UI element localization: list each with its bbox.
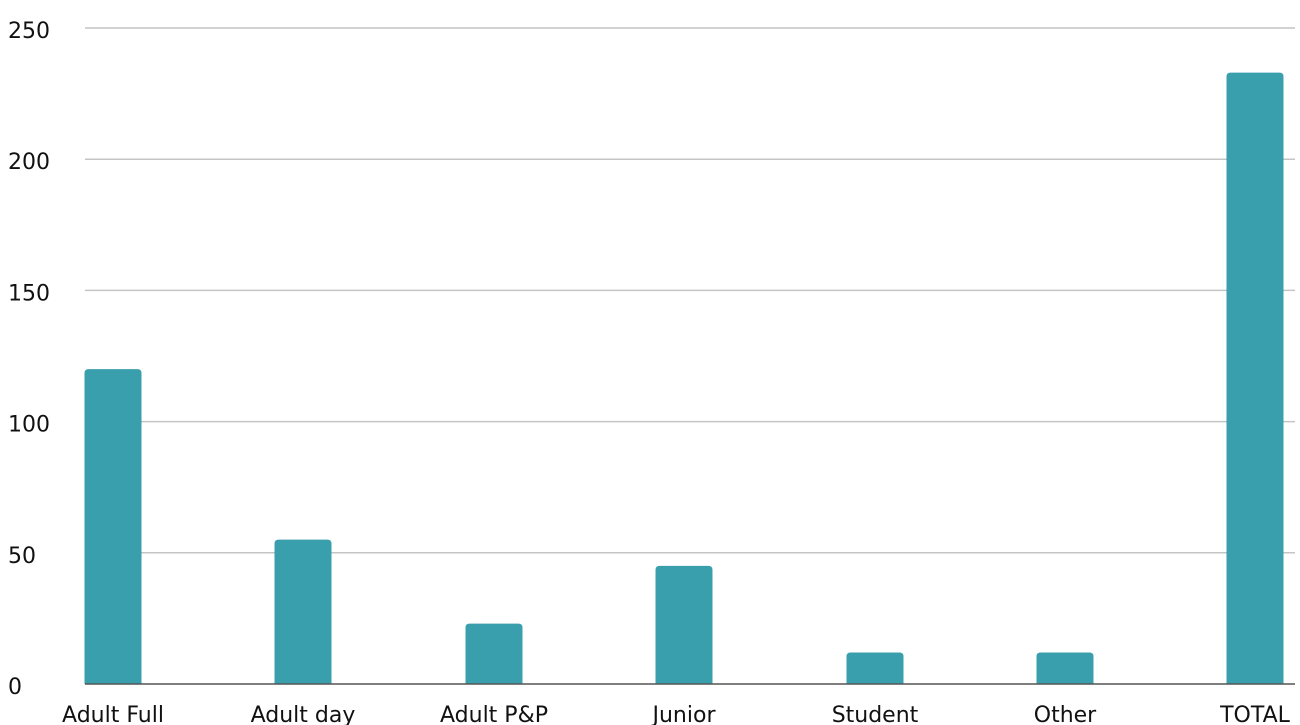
bar-adult-day — [274, 539, 332, 684]
bar-total — [1226, 72, 1284, 684]
y-tick-label-0: 0 — [8, 675, 22, 700]
y-tick-label-250: 250 — [8, 19, 50, 44]
bar-junior — [655, 565, 713, 684]
x-category-label-junior: Junior — [651, 703, 717, 725]
y-tick-label-50: 50 — [8, 544, 36, 569]
x-category-label-adult-full: Adult Full — [62, 703, 164, 725]
x-category-label-other: Other — [1034, 703, 1097, 725]
bars — [84, 72, 1284, 684]
bar-adult-p-p — [465, 623, 523, 684]
y-tick-label-150: 150 — [8, 281, 50, 306]
bar-student — [846, 652, 904, 684]
y-tick-label-200: 200 — [8, 150, 50, 175]
y-axis-tick-labels: 0 50 100 150 200 250 — [8, 19, 50, 700]
x-axis-category-labels: Adult Full Adult day Adult P&P Junior Studen… — [62, 703, 1291, 725]
x-category-label-student: Student — [832, 703, 919, 725]
x-category-label-adult-day: Adult day — [251, 703, 356, 725]
gridlines — [85, 27, 1295, 554]
bar-adult-full — [84, 369, 142, 684]
x-category-label-adult-p-p: Adult P&P — [440, 703, 548, 725]
bar-other — [1036, 652, 1094, 684]
x-category-label-total: TOTAL — [1219, 703, 1291, 725]
y-tick-label-100: 100 — [8, 413, 50, 438]
